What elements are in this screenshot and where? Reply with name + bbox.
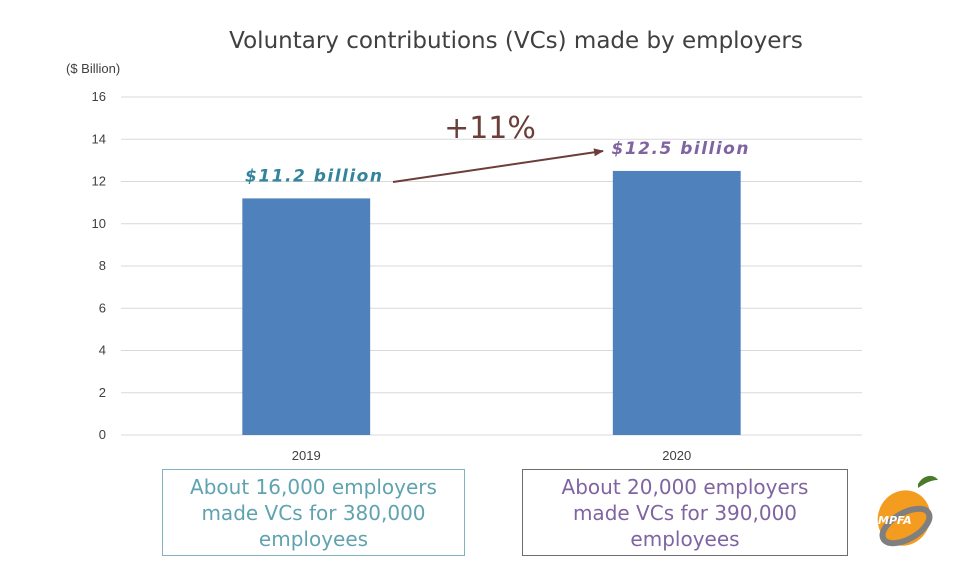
y-tick-label: 14 bbox=[92, 131, 106, 146]
y-tick-label: 16 bbox=[92, 89, 106, 104]
x-tick-label: 2019 bbox=[292, 448, 321, 463]
y-tick-label: 0 bbox=[99, 427, 106, 442]
mpfa-logo: MPFA bbox=[877, 475, 938, 547]
y-axis-label: ($ Billion) bbox=[66, 61, 120, 76]
y-tick-label: 2 bbox=[99, 385, 106, 400]
note-line: made VCs for 390,000 bbox=[572, 501, 798, 525]
note-line: made VCs for 380,000 bbox=[201, 501, 426, 525]
bar-2020 bbox=[612, 170, 741, 435]
note-line: employees bbox=[630, 527, 740, 551]
logo-leaf-icon bbox=[918, 475, 938, 488]
note-line: About 16,000 employers bbox=[190, 475, 437, 499]
y-tick-label: 12 bbox=[92, 174, 106, 189]
data-label-2019: $11.2 billion bbox=[245, 166, 383, 186]
change-annotation: +11% bbox=[444, 111, 536, 146]
y-tick-label: 6 bbox=[99, 300, 106, 315]
chart-title: Voluntary contributions (VCs) made by em… bbox=[229, 28, 803, 54]
x-tick-label: 2020 bbox=[662, 448, 691, 463]
logo-grey-ring bbox=[879, 505, 933, 547]
data-label-2020: $12.5 billion bbox=[612, 139, 750, 159]
logo-text: MPFA bbox=[878, 514, 912, 527]
y-tick-label: 4 bbox=[99, 343, 106, 358]
note-line: About 20,000 employers bbox=[561, 475, 809, 499]
y-tick-label: 10 bbox=[92, 216, 106, 231]
bar-2019 bbox=[242, 198, 371, 435]
change-arrow bbox=[392, 148, 604, 183]
note-box-2020: About 20,000 employers made VCs for 390,… bbox=[522, 469, 848, 556]
y-tick-label: 8 bbox=[99, 258, 106, 273]
note-box-2019: About 16,000 employers made VCs for 380,… bbox=[162, 469, 465, 556]
note-line: employees bbox=[258, 527, 369, 551]
